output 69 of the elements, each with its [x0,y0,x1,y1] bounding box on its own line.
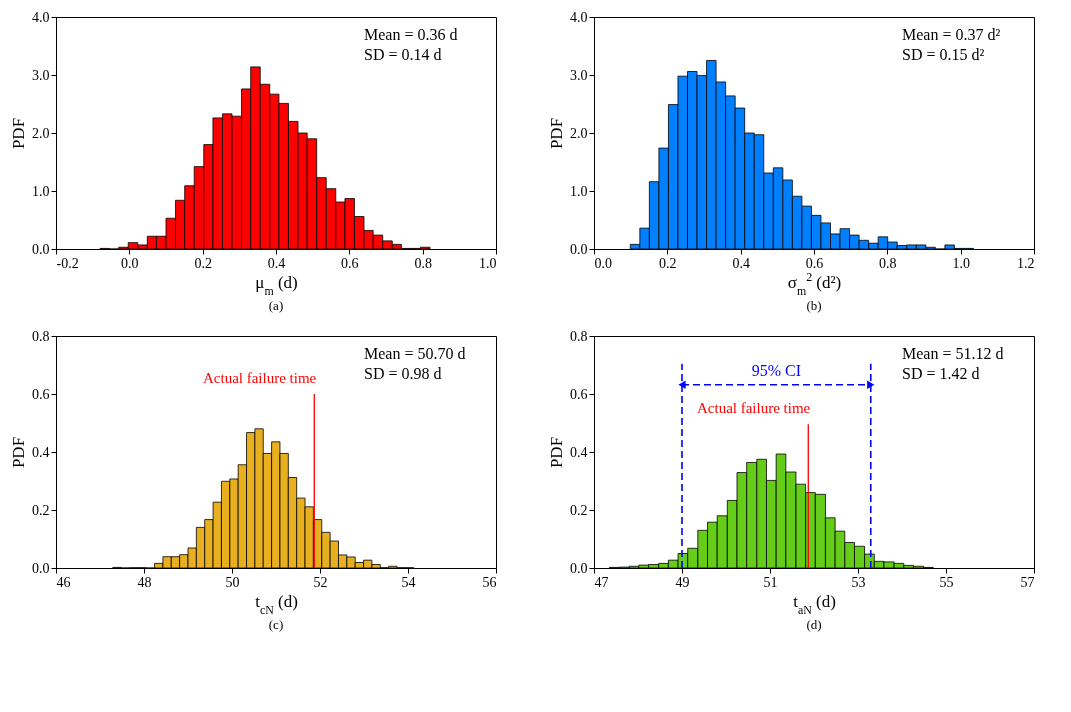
x-tick-label: 52 [313,574,328,590]
x-tick-label: 1.0 [952,255,970,271]
x-tick-label: 53 [851,574,866,590]
x-tick-label: 56 [482,574,497,590]
x-tick-label: 0.0 [594,255,612,271]
x-axis-title: t$_{aN}$ (d) [793,591,836,617]
x-tick-label: 0.4 [732,255,750,271]
ref-line-label: Actual failure time [696,400,811,417]
y-tick-label: 1.0 [570,183,588,199]
x-tick-label: 55 [939,574,954,590]
x-tick-label: 0.0 [121,255,139,271]
annotation: 95% CI [751,361,802,379]
y-tick-label: 0.0 [32,241,50,257]
x-tick-label: 54 [401,574,416,590]
y-tick-label: 2.0 [32,125,50,141]
x-tick-label: 0.4 [267,255,286,271]
y-axis-title: PDF [9,436,28,469]
annotation: Mean = 51.12 d [902,345,1004,362]
y-tick-label: 0.2 [570,502,588,518]
y-tick-label: 4.0 [570,9,588,25]
y-tick-label: 0.0 [570,241,588,257]
x-tick-label: 51 [763,574,778,590]
x-tick-label: 1.2 [1017,255,1035,271]
y-tick-label: 2.0 [570,125,588,141]
annotation: Mean = 0.37 d² [902,26,1001,43]
x-tick-label: 0.8 [414,255,432,271]
y-tick-label: 4.0 [32,9,50,25]
text: (a) [268,298,284,313]
y-tick-label: 3.0 [32,67,50,83]
x-tick-label: 57 [1020,574,1035,590]
y-tick-label: 0.6 [32,386,50,402]
x-tick-label: 0.2 [194,255,212,271]
x-tick-label: 0.2 [659,255,677,271]
x-axis-title: μ$_{m}$ (d) [255,272,298,298]
y-tick-label: 0.8 [570,328,588,344]
x-tick-label: 48 [137,574,152,590]
ref-line-label: Actual failure time [202,370,317,386]
y-tick-label: 0.0 [570,560,588,576]
y-tick-label: 0.6 [570,386,588,402]
x-tick-label: 49 [675,574,690,590]
x-tick-label: 0.6 [341,255,359,271]
annotation: SD = 0.15 d² [902,46,985,63]
x-axis-title: σ$_{m}$$^{2}$ (d²) [787,269,842,298]
x-tick-label: -0.2 [56,255,79,271]
x-tick-label: 0.6 [805,255,824,271]
y-tick-label: 0.0 [32,560,50,576]
annotation: SD = 0.14 d [364,46,442,63]
text: (d) [806,617,822,632]
x-tick-label: 50 [225,574,240,590]
y-tick-label: 3.0 [570,67,588,83]
y-tick-label: 0.4 [570,444,588,460]
text: (c) [268,617,284,632]
y-tick-label: 1.0 [32,183,50,199]
x-tick-label: 46 [56,574,71,590]
y-axis-title: PDF [9,117,28,150]
annotation: SD = 0.98 d [364,365,442,382]
x-tick-label: 47 [594,574,609,590]
text: (b) [806,298,822,313]
y-tick-label: 0.2 [32,502,50,518]
annotation: Mean = 0.36 d [364,26,458,43]
x-tick-label: 0.8 [879,255,897,271]
y-axis-title: PDF [547,436,566,469]
y-tick-label: 0.8 [32,328,50,344]
y-axis-title: PDF [547,117,566,150]
annotation: Mean = 50.70 d [364,345,466,362]
x-axis-title: t$_{cN}$ (d) [255,591,298,617]
y-tick-label: 0.4 [32,444,50,460]
x-tick-label: 1.0 [479,255,497,271]
annotation: SD = 1.42 d [902,365,980,382]
